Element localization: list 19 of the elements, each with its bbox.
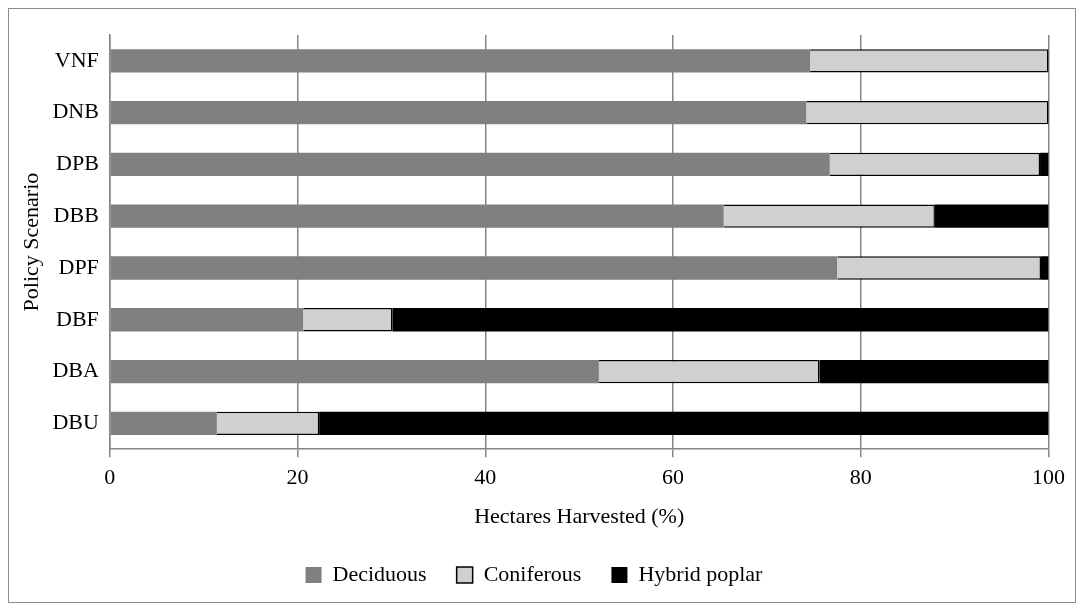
y-tick-label: DPF: [58, 253, 99, 279]
y-tick-label: VNF: [54, 46, 99, 72]
y-tick-label: DBF: [56, 305, 99, 331]
x-axis-title: Hectares Harvested (%): [474, 502, 685, 528]
x-tick-label: 60: [662, 464, 685, 490]
y-tick-label: DPB: [56, 150, 99, 176]
y-tick-label: DBU: [52, 409, 99, 435]
y-tick-label: DBA: [52, 357, 99, 383]
y-tick-label: DBB: [53, 201, 99, 227]
x-tick-label: 100: [1032, 464, 1065, 490]
legend-label: Deciduous: [332, 560, 427, 586]
x-tick-label: 80: [849, 464, 872, 490]
x-tick-label: 40: [474, 464, 497, 490]
x-tick-label: 20: [286, 464, 309, 490]
x-tick-label: 0: [104, 464, 116, 490]
y-tick-label: DNB: [52, 98, 99, 124]
legend-label: Hybrid poplar: [638, 560, 764, 586]
y-axis-title: Policy Scenario: [17, 172, 43, 312]
legend-label: Coniferous: [483, 560, 582, 586]
